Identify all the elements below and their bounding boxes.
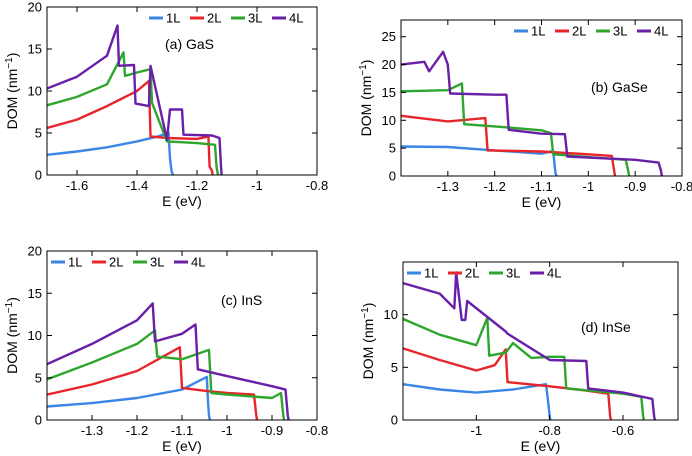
legend-label-1l: 1L bbox=[68, 255, 82, 270]
y-tick-label: 15 bbox=[382, 85, 396, 100]
series-line-1l bbox=[47, 131, 175, 175]
panel-a-gas: -1.6 -1.4 -1.2 -1 -0.8 0 5 10 15 20 E (eV) DOM (nm−… bbox=[4, 0, 329, 209]
series-line-1l bbox=[47, 375, 212, 420]
y-tick-label: 10 bbox=[28, 84, 42, 99]
y-tick-label: 5 bbox=[389, 141, 396, 156]
series-line-4l bbox=[403, 271, 657, 420]
panel-label: (c) InS bbox=[221, 292, 262, 308]
x-tick-label: -0.6 bbox=[612, 423, 634, 438]
y-tick-label: 25 bbox=[382, 29, 396, 44]
y-tick-label: 5 bbox=[35, 370, 42, 385]
x-tick-label: -1.2 bbox=[126, 423, 148, 438]
panel-c-ins: -1.3 -1.2 -1.1 -1 -0.9 -0.8 0 5 10 15 20 E (eV) DOM … bbox=[4, 244, 329, 455]
y-tick-label: 10 bbox=[382, 113, 396, 128]
legend-label-4l: 4L bbox=[289, 11, 303, 26]
legend-label-3l: 3L bbox=[613, 24, 627, 39]
x-tick-label: -1 bbox=[583, 179, 595, 194]
legend-label-1l: 1L bbox=[166, 11, 180, 26]
plot-frame bbox=[402, 261, 679, 421]
legend-label-2l: 2L bbox=[572, 24, 586, 39]
legend-label-2l: 2L bbox=[207, 11, 221, 26]
y-tick-label: 10 bbox=[28, 328, 42, 343]
y-tick-label: 0 bbox=[35, 168, 42, 183]
legend: 1L 2L 3L 4L bbox=[51, 255, 205, 270]
y-tick-label: 20 bbox=[28, 244, 42, 259]
y-tick-label: 20 bbox=[28, 0, 42, 15]
y-tick-label: 5 bbox=[35, 126, 42, 141]
x-axis-title: E (eV) bbox=[162, 438, 202, 454]
legend-label-3l: 3L bbox=[506, 266, 520, 281]
x-tick-label: -1 bbox=[251, 178, 263, 193]
x-tick-label: -1.2 bbox=[483, 179, 505, 194]
series-line-1l bbox=[403, 383, 552, 420]
x-tick-label: -0.8 bbox=[671, 179, 692, 194]
legend-label-1l: 1L bbox=[424, 266, 438, 281]
x-tick-label: -0.8 bbox=[538, 423, 560, 438]
panel-b-gase: -1.3 -1.2 -1.1 -1 -0.9 -0.8 0 5 10 15 20 25 E (eV) DO… bbox=[358, 19, 692, 210]
legend-label-4l: 4L bbox=[654, 24, 668, 39]
x-tick-label: -1.3 bbox=[81, 423, 103, 438]
x-tick-label: -1 bbox=[221, 423, 233, 438]
series-line-3l bbox=[401, 82, 631, 176]
series-line-2l bbox=[403, 347, 613, 420]
panel-label: (a) GaS bbox=[165, 36, 214, 52]
x-tick-label: -1.6 bbox=[66, 178, 88, 193]
y-tick-label: 15 bbox=[28, 42, 42, 57]
series-line-3l bbox=[47, 51, 220, 175]
x-axis-title: E (eV) bbox=[522, 194, 562, 210]
y-tick-label: 0 bbox=[35, 413, 42, 428]
x-tick-label: -1.2 bbox=[186, 178, 208, 193]
legend-label-2l: 2L bbox=[465, 266, 479, 281]
y-tick-label: 5 bbox=[391, 360, 398, 375]
legend-label-4l: 4L bbox=[191, 255, 205, 270]
series-line-2l bbox=[401, 114, 617, 176]
series-line-3l bbox=[47, 329, 286, 420]
series-line-2l bbox=[47, 346, 259, 420]
x-tick-label: -1.1 bbox=[171, 423, 193, 438]
x-axis-title: E (eV) bbox=[521, 438, 561, 454]
x-tick-label: -0.9 bbox=[624, 179, 646, 194]
legend-label-3l: 3L bbox=[248, 11, 262, 26]
y-axis-title: DOM (nm−1) bbox=[4, 297, 21, 374]
x-tick-label: -0.9 bbox=[261, 423, 283, 438]
x-tick-label: -1.1 bbox=[530, 179, 552, 194]
x-tick-label: -1.4 bbox=[126, 178, 148, 193]
y-axis-title: DOM (nm−1) bbox=[4, 53, 21, 130]
y-axis-title: DOM (nm−1) bbox=[358, 60, 375, 137]
legend: 1L 2L 3L 4L bbox=[514, 24, 668, 39]
legend: 1L 2L 3L 4L bbox=[407, 266, 561, 281]
y-axis-title: DOM (nm−1) bbox=[360, 303, 377, 380]
series-line-4l bbox=[47, 302, 290, 420]
legend-label-3l: 3L bbox=[150, 255, 164, 270]
panel-label: (d) InSe bbox=[581, 319, 631, 335]
legend: 1L 2L 3L 4L bbox=[149, 11, 303, 26]
x-tick-label: -0.8 bbox=[306, 178, 328, 193]
series-line-4l bbox=[47, 24, 223, 175]
x-tick-label: -0.8 bbox=[306, 423, 328, 438]
y-tick-label: 15 bbox=[28, 286, 42, 301]
legend-label-4l: 4L bbox=[547, 266, 561, 281]
x-tick-label: -1.3 bbox=[437, 179, 459, 194]
panel-label: (b) GaSe bbox=[591, 79, 648, 95]
x-tick-label: -1 bbox=[471, 423, 483, 438]
x-axis-title: E (eV) bbox=[162, 193, 202, 209]
y-tick-label: 10 bbox=[384, 307, 398, 322]
series-line-4l bbox=[401, 50, 664, 176]
y-tick-label: 20 bbox=[382, 57, 396, 72]
series-line-2l bbox=[47, 79, 214, 175]
y-tick-label: 0 bbox=[389, 169, 396, 184]
legend-label-2l: 2L bbox=[109, 255, 123, 270]
legend-label-1l: 1L bbox=[531, 24, 545, 39]
panel-d-inse: -1 -0.8 -0.6 0 5 10 E (eV) DOM (nm−1) (d) InSe 1L… bbox=[360, 261, 679, 454]
y-tick-label: 0 bbox=[391, 413, 398, 428]
